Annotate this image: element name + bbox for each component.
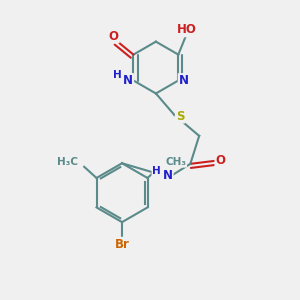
Text: H₃C: H₃C xyxy=(57,157,78,167)
Text: N: N xyxy=(123,74,133,87)
Text: N: N xyxy=(163,169,173,182)
Text: H: H xyxy=(113,70,122,80)
Text: Br: Br xyxy=(115,238,130,251)
Text: H: H xyxy=(152,166,161,176)
Text: S: S xyxy=(176,110,184,123)
Text: CH₃: CH₃ xyxy=(165,157,186,167)
Text: O: O xyxy=(109,30,119,43)
Text: O: O xyxy=(215,154,225,167)
Text: N: N xyxy=(178,74,189,87)
Text: HO: HO xyxy=(177,23,197,36)
